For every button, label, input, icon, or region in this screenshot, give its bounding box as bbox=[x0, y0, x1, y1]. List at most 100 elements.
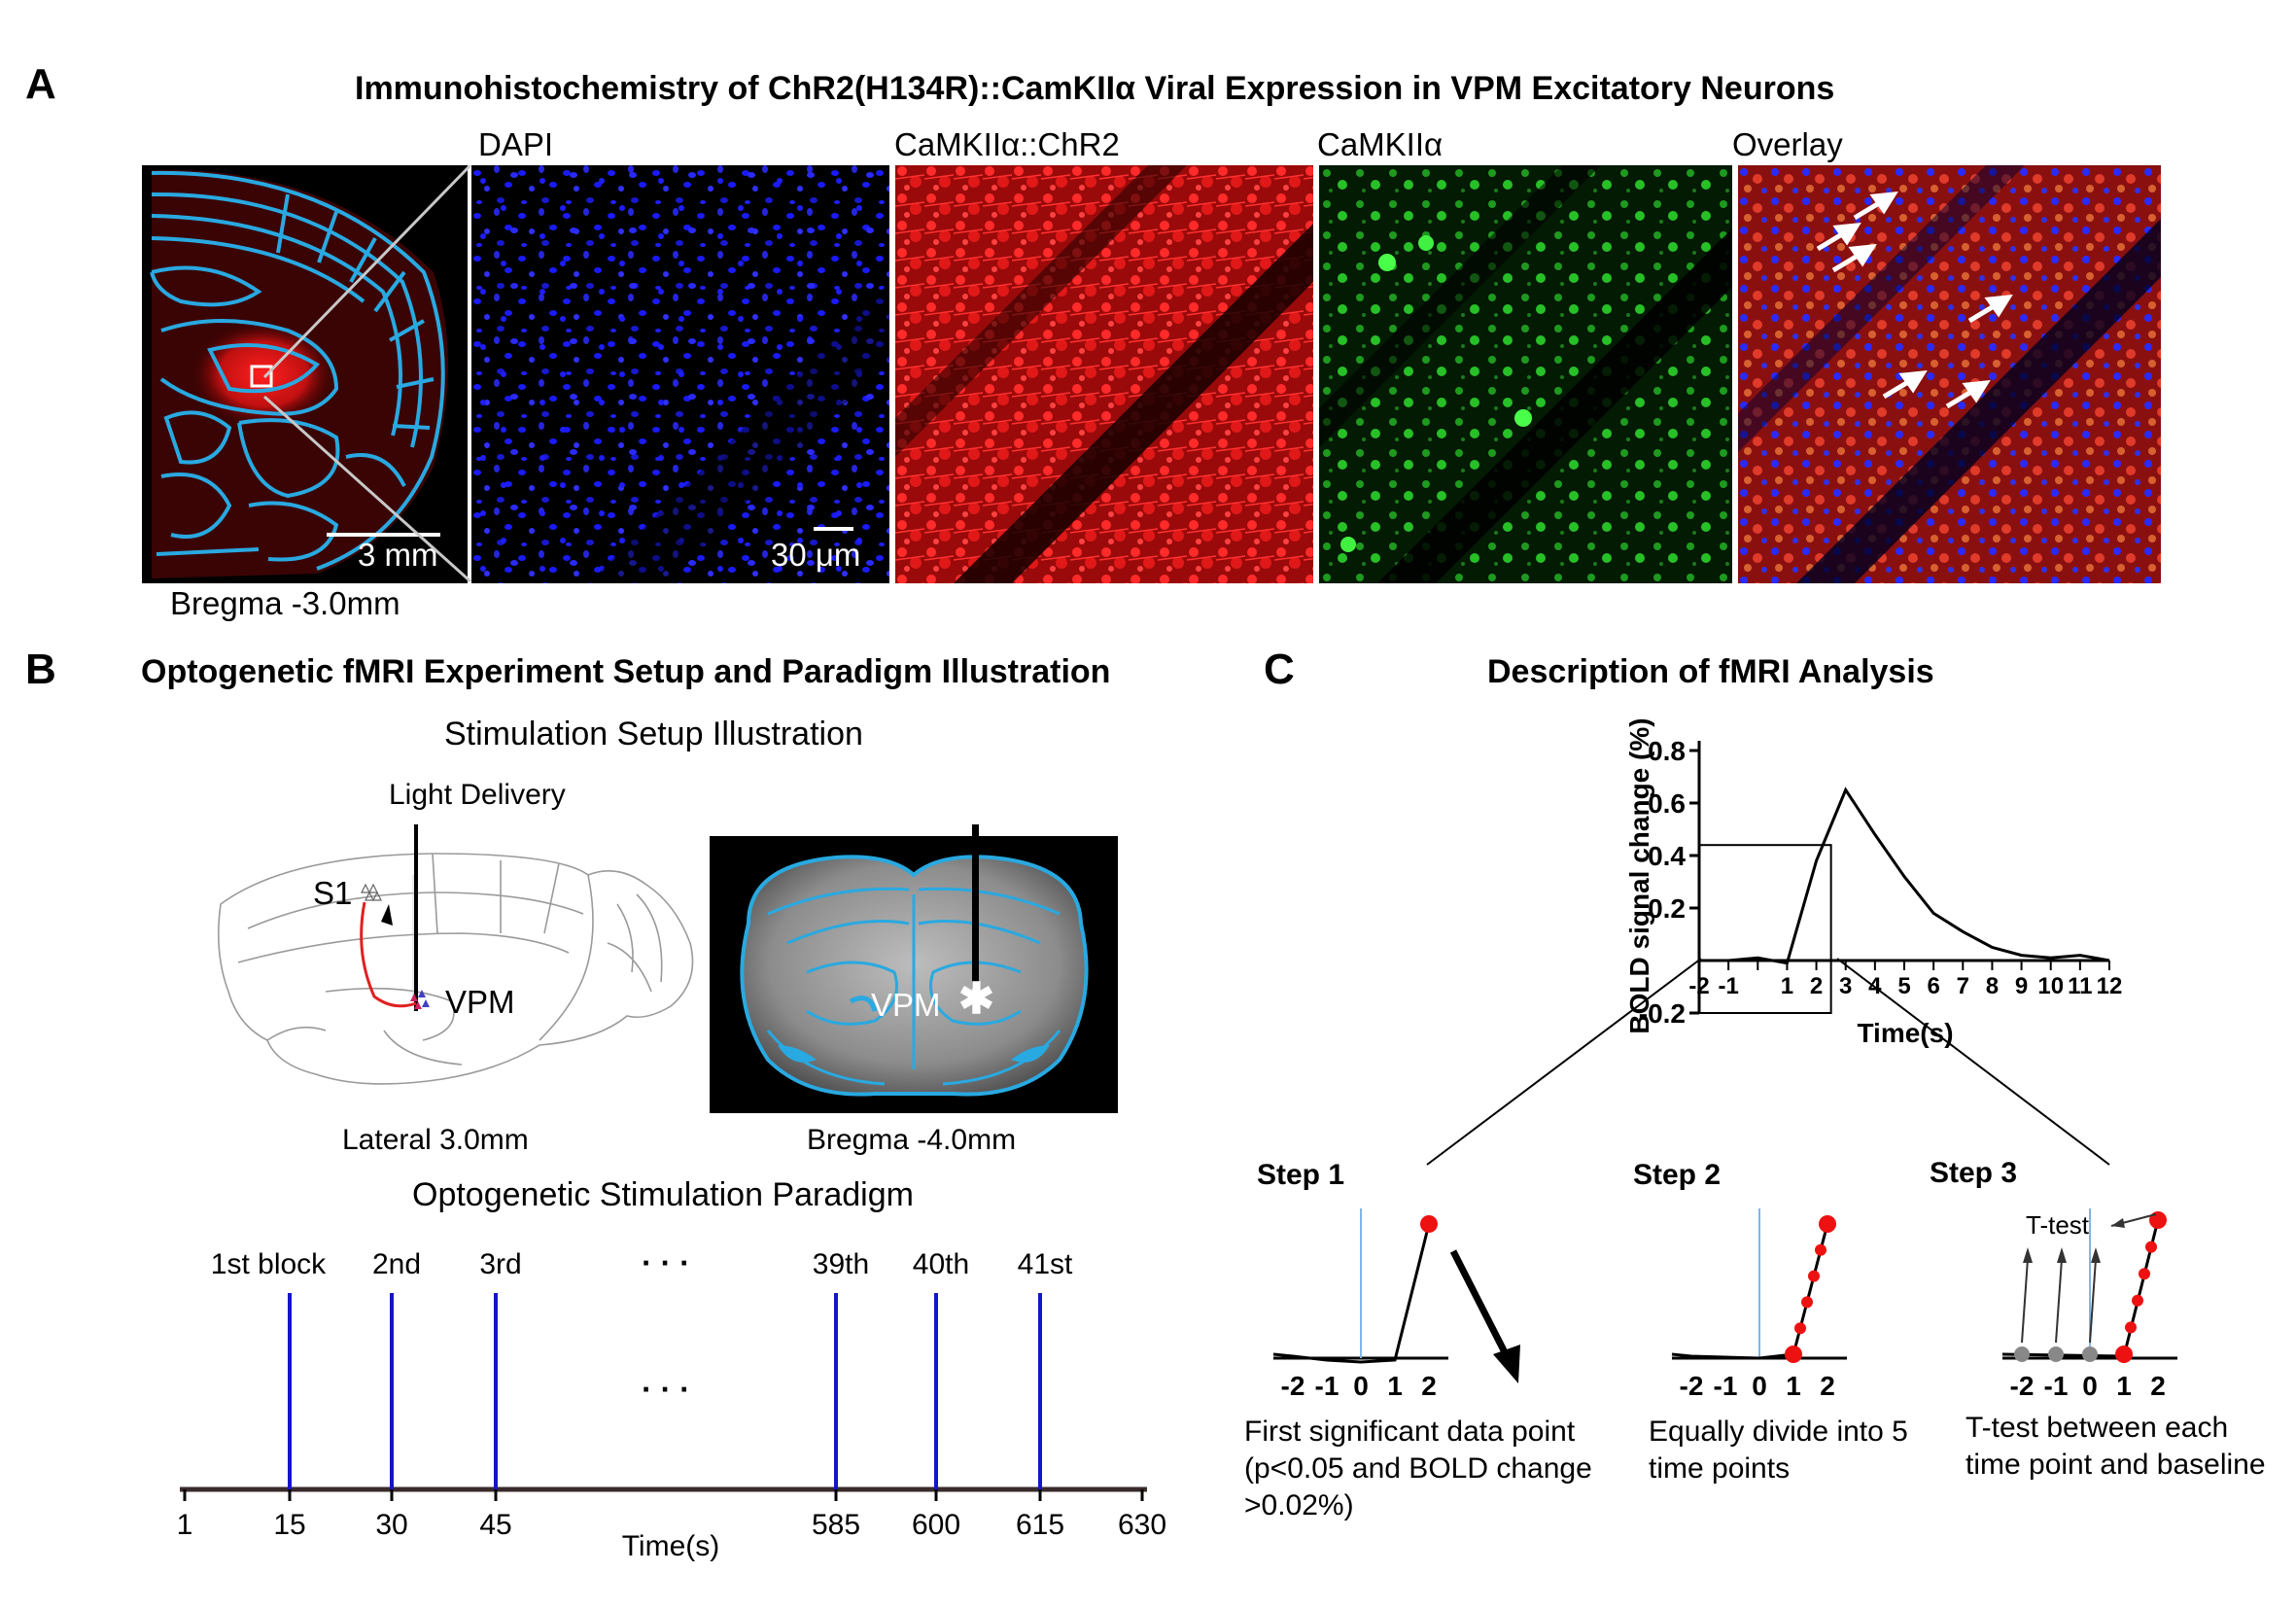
step2-tick-label: -2 bbox=[1680, 1371, 1704, 1401]
channel-label-overlay: Overlay bbox=[1732, 126, 1843, 162]
paradigm-title: Optogenetic Stimulation Paradigm bbox=[412, 1176, 914, 1213]
zoom-lines-c bbox=[1426, 958, 2110, 1166]
step2-title: Step 2 bbox=[1633, 1159, 1722, 1191]
ellipsis-middle: · · · bbox=[642, 1372, 690, 1407]
stimulation-paradigm-timeline: 1 15 30 45 585 600 615 630 1st block 2nd 3rd 39th 40… bbox=[177, 1245, 1166, 1562]
dapi-image bbox=[471, 165, 889, 583]
atlas-scale-label: 3 mm bbox=[358, 537, 438, 573]
x-tick-label: 2 bbox=[1810, 973, 1823, 999]
bold-series-line bbox=[1699, 787, 2110, 965]
step1-desc-3: >0.02%) bbox=[1244, 1489, 1354, 1521]
chr2-image bbox=[895, 165, 1313, 583]
step3-title: Step 3 bbox=[1930, 1157, 2018, 1189]
block-label: 39th bbox=[813, 1248, 869, 1280]
step3-time-point bbox=[2125, 1321, 2137, 1334]
step2-curve bbox=[1671, 1223, 1829, 1360]
step3-desc-1: T-test between each bbox=[1966, 1412, 2229, 1444]
step1-tick-label: 2 bbox=[1421, 1371, 1437, 1401]
channel-label-chr2: CaMKIIα::ChR2 bbox=[894, 126, 1120, 162]
panel-a-letter: A bbox=[25, 60, 56, 108]
light-fiber bbox=[414, 824, 418, 1011]
x-tick-label: 10 bbox=[2037, 973, 2064, 999]
timeline-tick-label: 30 bbox=[375, 1509, 407, 1541]
step2-tick-label: -1 bbox=[1714, 1371, 1738, 1401]
step2-time-point bbox=[1794, 1322, 1806, 1335]
panel-a-title: Immunohistochemistry of ChR2(H134R)::Cam… bbox=[355, 70, 1835, 107]
timeline-tick-label: 45 bbox=[479, 1509, 511, 1541]
step1-tick-label: 1 bbox=[1387, 1371, 1403, 1401]
step2-time-point bbox=[1819, 1215, 1836, 1233]
coronal-bregma-label: Bregma -4.0mm bbox=[807, 1124, 1017, 1156]
step3-time-point bbox=[2149, 1211, 2167, 1229]
step2-time-point bbox=[1808, 1270, 1820, 1282]
step3-desc-2: time point and baseline bbox=[1966, 1449, 2266, 1481]
step3-ttest-arrowhead bbox=[2057, 1247, 2067, 1263]
step3-baseline-point bbox=[2048, 1346, 2064, 1362]
x-tick-label: 7 bbox=[1957, 973, 1969, 999]
step3-tick-label: 2 bbox=[2150, 1371, 2166, 1401]
vpm-label-sagittal: VPM bbox=[445, 984, 515, 1020]
block-label: 1st block bbox=[211, 1248, 327, 1280]
lateral-label: Lateral 3.0mm bbox=[342, 1124, 529, 1156]
x-tick-label: 1 bbox=[1781, 973, 1793, 999]
step1-tick-label: -1 bbox=[1315, 1371, 1339, 1401]
vpm-label-coronal: VPM bbox=[871, 987, 941, 1023]
timeline-tick-label: 1 bbox=[177, 1509, 193, 1541]
bold-chart: -0.20.20.40.60.8-2-1123456789101112Time(… bbox=[1624, 717, 2122, 1048]
atlas-section-image bbox=[142, 165, 468, 583]
timeline-tick-label: 585 bbox=[812, 1509, 860, 1541]
step1-desc-1: First significant data point bbox=[1244, 1416, 1576, 1448]
step2-tick-label: 0 bbox=[1752, 1371, 1767, 1401]
step3-ttest-arrowhead bbox=[2023, 1247, 2033, 1263]
step2-time-point bbox=[1785, 1346, 1802, 1363]
ellipsis-top: · · · bbox=[642, 1245, 690, 1280]
zoom-lines bbox=[262, 165, 472, 583]
panel-b-title: Optogenetic fMRI Experiment Setup and Pa… bbox=[141, 653, 1111, 690]
ttest-pointer-head bbox=[2111, 1218, 2125, 1228]
timeline-tick-label: 630 bbox=[1118, 1509, 1166, 1541]
zoom-box bbox=[1698, 844, 1832, 1014]
panel-c-title: Description of fMRI Analysis bbox=[1487, 653, 1934, 690]
light-delivery-label: Light Delivery bbox=[389, 779, 566, 811]
step3-time-point bbox=[2139, 1268, 2150, 1280]
s1-label: S1 bbox=[313, 875, 353, 911]
step3-baseline-point bbox=[2082, 1346, 2098, 1362]
step-plots: -2 -1 0 1 2 -2 -1 0 1 2 -2 -1 0 1 2T-test bbox=[1272, 1208, 2177, 1401]
step3-tick-label: -2 bbox=[2010, 1371, 2035, 1401]
projection-pathway bbox=[360, 883, 430, 1009]
y-tick-label: 0.8 bbox=[1648, 736, 1686, 766]
x-tick-label: 5 bbox=[1897, 973, 1910, 999]
step1-arrow-shaft bbox=[1449, 1249, 1511, 1358]
step1-title: Step 1 bbox=[1257, 1159, 1345, 1191]
step2-time-point bbox=[1801, 1296, 1813, 1309]
ttest-label: T-test bbox=[2026, 1210, 2090, 1240]
camk-image bbox=[1319, 165, 1732, 583]
x-axis-label: Time(s) bbox=[1857, 1018, 1953, 1048]
y-tick-label: 0.4 bbox=[1648, 841, 1686, 871]
y-tick-label: -0.2 bbox=[1639, 998, 1686, 1029]
step3-tick-label: 0 bbox=[2082, 1371, 2098, 1401]
timeline-tick-label: 615 bbox=[1016, 1509, 1064, 1541]
x-tick-label: 6 bbox=[1927, 973, 1939, 999]
step3-tick-label: -1 bbox=[2044, 1371, 2069, 1401]
step2-time-point bbox=[1815, 1243, 1826, 1256]
step2-tick-label: 2 bbox=[1820, 1371, 1835, 1401]
step3-time-point bbox=[2145, 1241, 2157, 1253]
y-tick-label: 0.2 bbox=[1648, 893, 1686, 924]
step1-desc-2: (p<0.05 and BOLD change bbox=[1244, 1452, 1592, 1485]
step3-ttest-arrow bbox=[2055, 1258, 2063, 1344]
step3-baseline-point bbox=[2014, 1346, 2030, 1362]
step1-tick-label: -2 bbox=[1281, 1371, 1305, 1401]
timeline-tick-label: 600 bbox=[912, 1509, 960, 1541]
timeline-tick-label: 15 bbox=[273, 1509, 305, 1541]
block-label: 3rd bbox=[479, 1248, 521, 1280]
y-tick-label: 0.6 bbox=[1648, 788, 1686, 819]
coronal-mri-image bbox=[710, 836, 1118, 1113]
step3-time-point bbox=[2132, 1294, 2143, 1307]
x-tick-label: 9 bbox=[2015, 973, 2028, 999]
step3-time-point bbox=[2115, 1346, 2133, 1363]
y-axis-label: BOLD signal change (%) bbox=[1624, 717, 1654, 1033]
step3-ttest-arrow bbox=[2089, 1258, 2097, 1344]
x-tick-label: 8 bbox=[1986, 973, 1999, 999]
channel-label-dapi: DAPI bbox=[478, 126, 554, 162]
